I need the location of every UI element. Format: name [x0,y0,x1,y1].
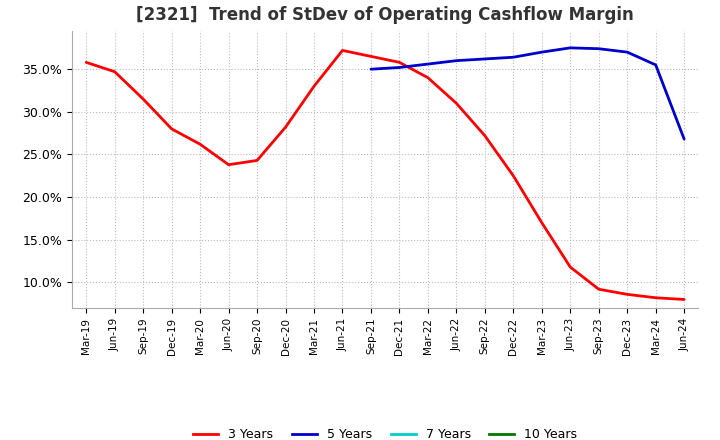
5 Years [652,62,660,68]
5 Years [537,49,546,55]
3 Years [225,162,233,167]
3 Years [110,69,119,74]
5 Years [680,136,688,142]
5 Years [623,49,631,55]
3 Years [395,60,404,65]
5 Years [566,45,575,51]
Legend: 3 Years, 5 Years, 7 Years, 10 Years: 3 Years, 5 Years, 7 Years, 10 Years [188,423,582,440]
3 Years [423,75,432,81]
3 Years [623,292,631,297]
3 Years [680,297,688,302]
3 Years [196,142,204,147]
5 Years [423,62,432,67]
3 Years [139,96,148,102]
3 Years [167,126,176,132]
3 Years [282,125,290,130]
3 Years [366,54,375,59]
Line: 5 Years: 5 Years [371,48,684,139]
Title: [2321]  Trend of StDev of Operating Cashflow Margin: [2321] Trend of StDev of Operating Cashf… [136,6,634,24]
5 Years [509,55,518,60]
3 Years [452,101,461,106]
3 Years [310,84,318,89]
3 Years [566,264,575,270]
3 Years [595,286,603,292]
3 Years [480,133,489,138]
3 Years [253,158,261,163]
3 Years [82,60,91,65]
5 Years [480,56,489,62]
5 Years [452,58,461,63]
5 Years [595,46,603,51]
5 Years [395,65,404,70]
Line: 3 Years: 3 Years [86,51,684,300]
5 Years [366,66,375,72]
3 Years [652,295,660,301]
3 Years [338,48,347,53]
3 Years [509,173,518,179]
3 Years [537,220,546,225]
